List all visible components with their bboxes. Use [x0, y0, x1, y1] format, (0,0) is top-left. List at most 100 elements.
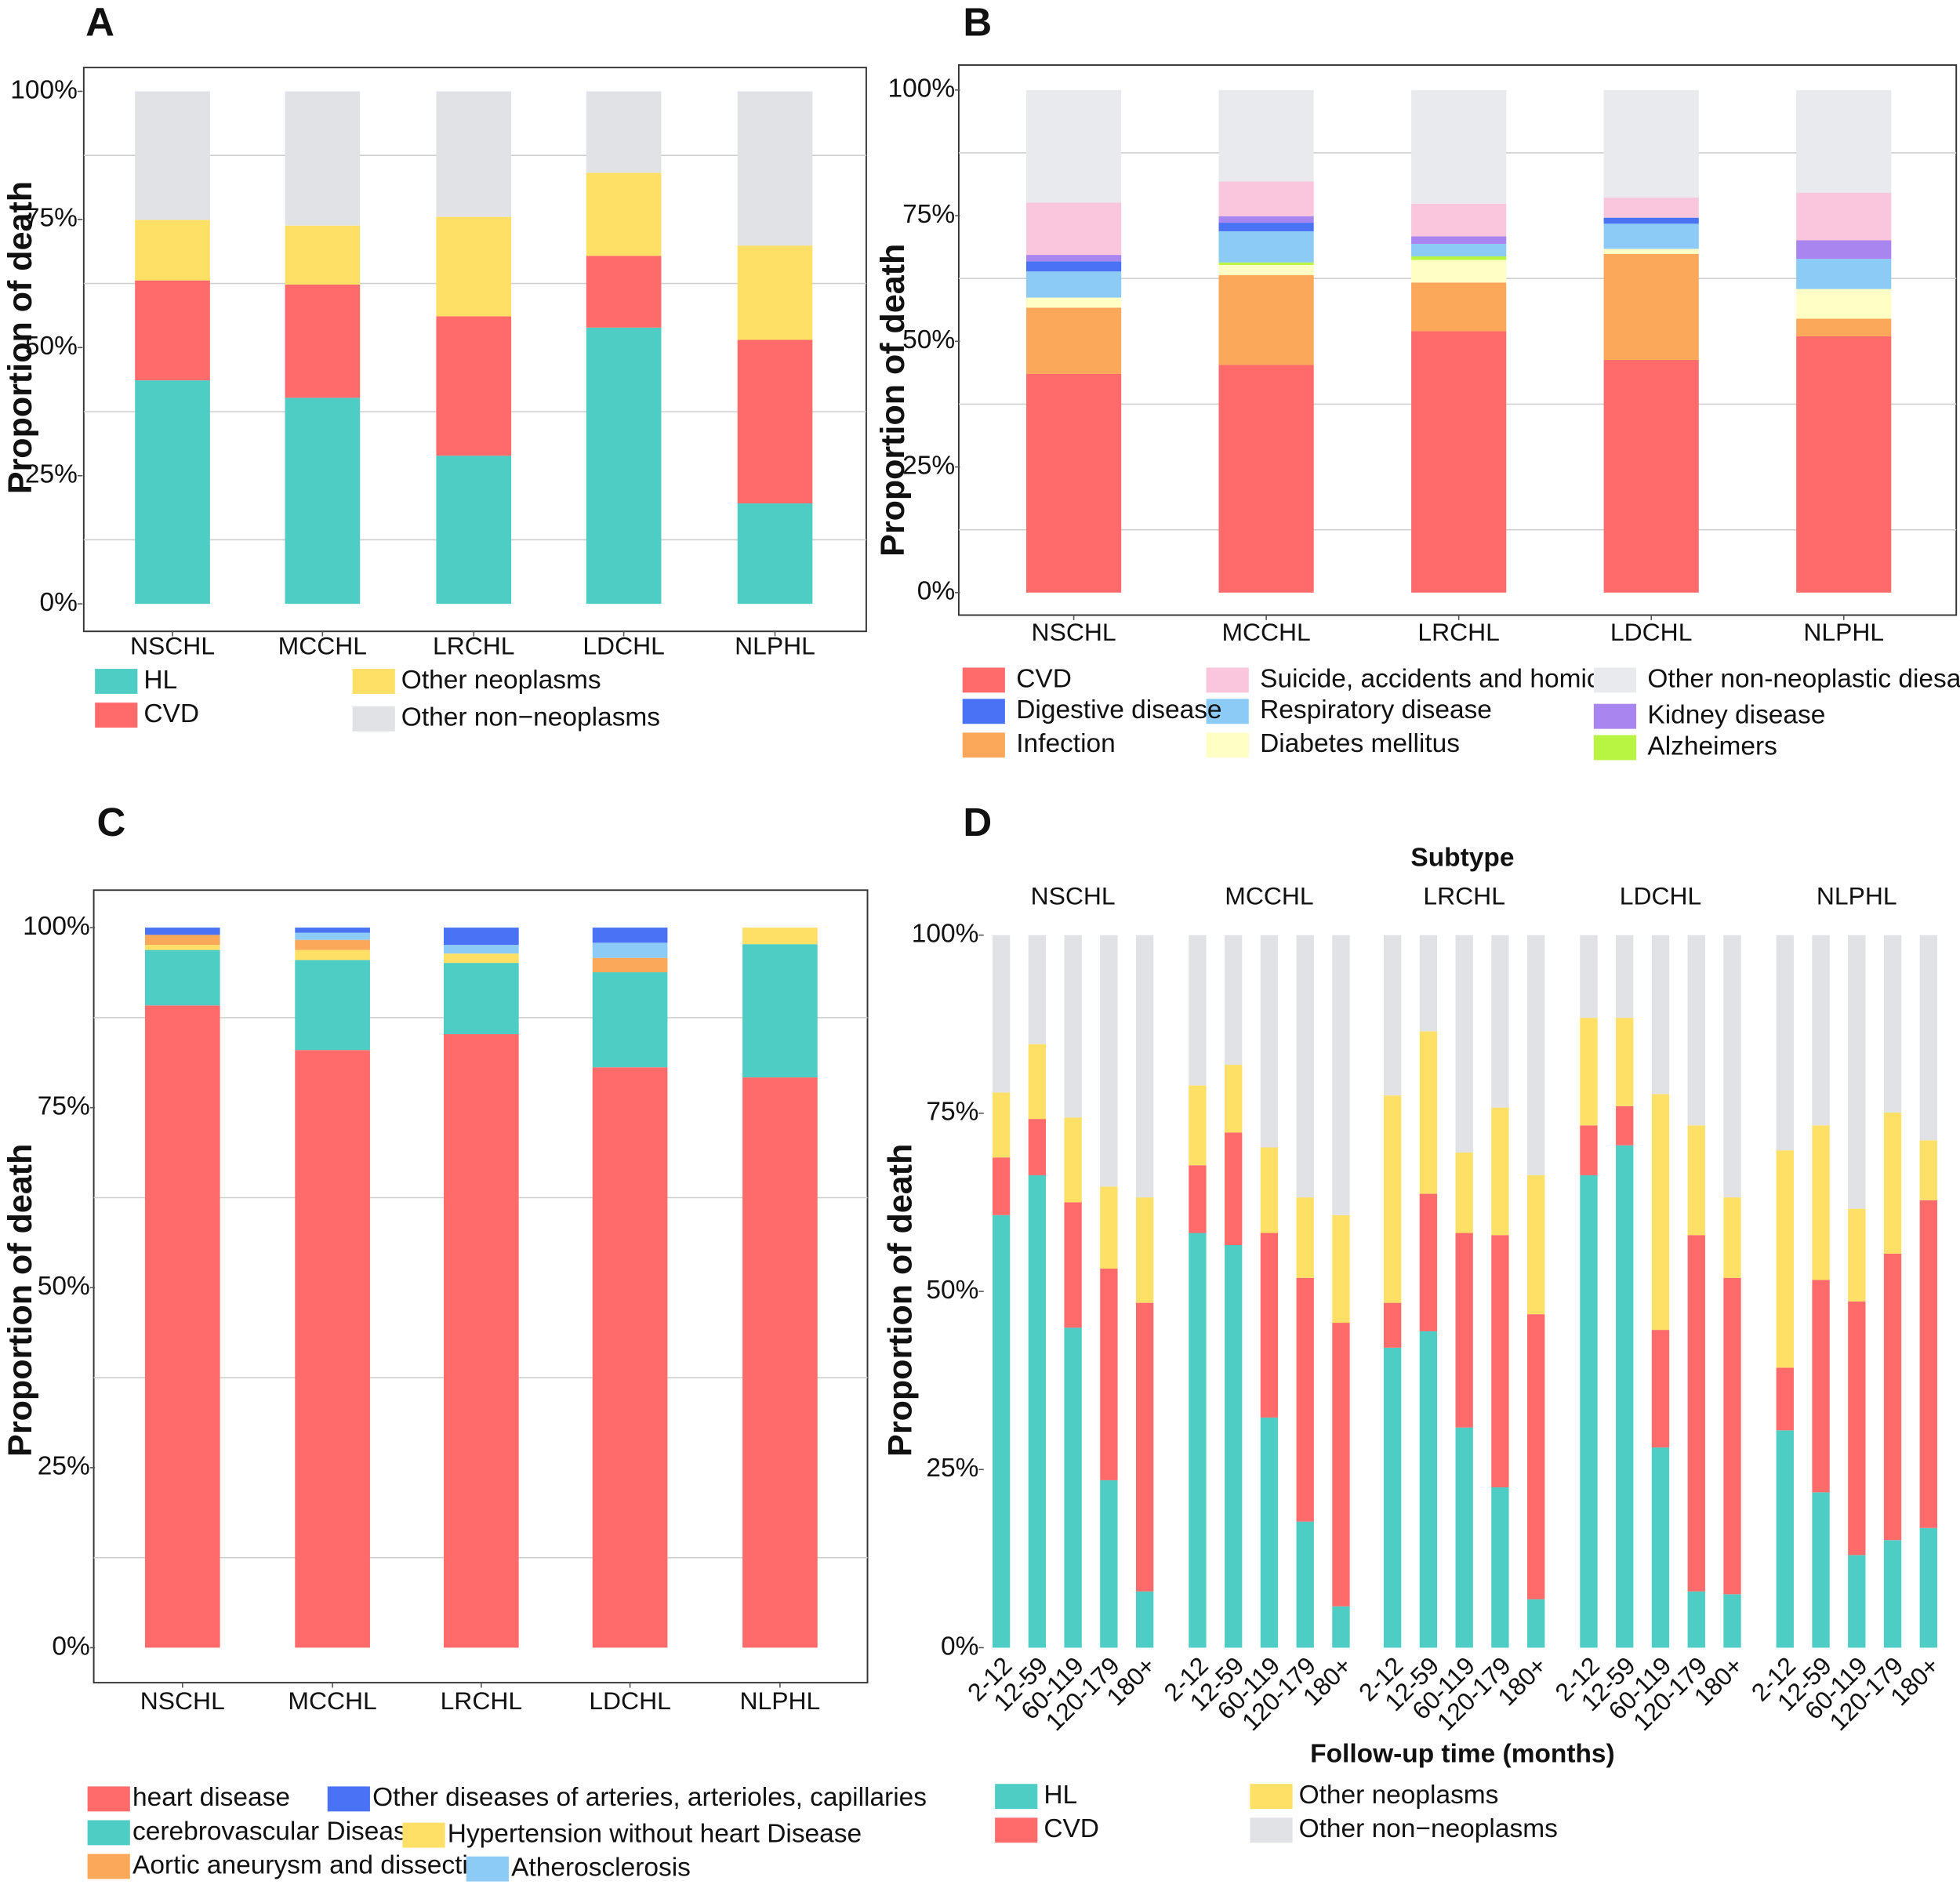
bar-segment	[1723, 935, 1741, 1198]
bar-segment	[1064, 1202, 1082, 1328]
y-tick-label: 50%	[38, 1272, 90, 1301]
bar-segment	[1332, 935, 1350, 1215]
facet-label: LRCHL	[1423, 881, 1505, 910]
bar-segment	[1064, 1117, 1082, 1203]
bar-segment	[1260, 935, 1279, 1148]
y-tick-label: 0%	[917, 577, 955, 606]
bar-segment	[1455, 1233, 1473, 1428]
bar-segment	[1296, 1197, 1314, 1278]
bar-segment	[1883, 1540, 1902, 1648]
bar-segment	[592, 972, 668, 1068]
bar-segment	[436, 91, 512, 217]
bar-segment	[737, 339, 813, 504]
legend-swatch	[95, 703, 138, 728]
bar-segment	[1651, 935, 1670, 1095]
bar-segment	[1603, 249, 1699, 254]
bar-segment	[1411, 243, 1507, 257]
bar-segment	[444, 963, 519, 1035]
legend-swatch	[87, 1854, 130, 1879]
legend-swatch	[95, 669, 138, 694]
bar-segment	[295, 939, 370, 950]
plot-border	[957, 64, 1958, 616]
bar-segment	[444, 1034, 519, 1648]
legend-label: Infection	[1016, 729, 1116, 758]
x-tick-label: NSCHL	[140, 1687, 225, 1715]
y-tick-label: 25%	[926, 1454, 978, 1483]
bar-segment	[295, 928, 370, 933]
bar-segment	[1296, 1277, 1314, 1522]
bar-segment	[592, 942, 668, 958]
x-tick-label: MCCHL	[288, 1687, 376, 1715]
bar-segment	[1028, 1119, 1047, 1175]
bar-segment	[1064, 1327, 1082, 1648]
bar-segment	[1218, 89, 1314, 182]
y-tick-label: 75%	[902, 200, 955, 229]
bar-segment	[1616, 1145, 1634, 1648]
bar-segment	[992, 1215, 1011, 1648]
bar-segment	[1848, 1208, 1866, 1302]
bar-segment	[1419, 935, 1438, 1032]
y-tick-label: 25%	[38, 1452, 90, 1481]
y-tick-label: 50%	[25, 332, 78, 361]
bar-segment	[1796, 289, 1892, 319]
legend-swatch	[352, 669, 395, 694]
legend-label: Other non−neoplasms	[1299, 1814, 1558, 1843]
y-tick-label: 100%	[912, 920, 979, 949]
panel-label: A	[85, 0, 114, 44]
bar-segment	[1218, 216, 1314, 223]
bar-segment	[1651, 1330, 1670, 1448]
bar-segment	[1723, 1594, 1741, 1648]
bar-segment	[144, 935, 220, 946]
legend-swatch	[995, 1817, 1038, 1843]
bar-segment	[1411, 203, 1507, 237]
bar-segment	[436, 316, 512, 456]
bar-segment	[1411, 236, 1507, 244]
bar-segment	[1218, 274, 1314, 365]
legend-label: Digestive disease	[1016, 695, 1221, 724]
bar-segment	[1419, 1193, 1438, 1331]
bar-segment	[992, 935, 1011, 1093]
bar-segment	[1218, 231, 1314, 263]
bar-segment	[1883, 935, 1902, 1113]
legend-label: Respiratory disease	[1260, 695, 1492, 724]
legend-label: HL	[1044, 1781, 1077, 1810]
bar-segment	[1527, 1175, 1545, 1315]
legend-swatch	[87, 1786, 130, 1812]
bar-segment	[135, 220, 210, 281]
bar-segment	[1723, 1197, 1741, 1278]
bar-segment	[1025, 261, 1122, 272]
legend-label: Diabetes mellitus	[1260, 729, 1460, 758]
y-tick-label: 0%	[941, 1632, 978, 1661]
bar-segment	[1603, 253, 1699, 361]
legend-label: Aortic aneurysm and dissection	[132, 1850, 497, 1879]
bar-segment	[1796, 89, 1892, 193]
x-tick-label: LDCHL	[1610, 618, 1693, 646]
bar-segment	[444, 953, 519, 964]
bar-segment	[1883, 1253, 1902, 1541]
bar-segment	[1383, 1302, 1402, 1348]
bar-segment	[1260, 1417, 1279, 1648]
y-tick-label: 75%	[25, 204, 78, 233]
x-tick-label: MCCHL	[1221, 618, 1310, 646]
legend-label: Other diseases of arteries, arterioles, …	[372, 1783, 927, 1812]
bar-segment	[1580, 1018, 1598, 1126]
bar-segment	[285, 398, 361, 605]
bar-segment	[1260, 1233, 1279, 1418]
bar-segment	[1603, 89, 1699, 198]
bar-segment	[1848, 935, 1866, 1209]
bar-segment	[1332, 1606, 1350, 1648]
legend-label: CVD	[143, 699, 199, 728]
facet-label: NSCHL	[1031, 881, 1116, 910]
legend-label: Other neoplasms	[401, 666, 601, 695]
bar-segment	[1296, 1521, 1314, 1648]
bar-segment	[1603, 223, 1699, 249]
bar-segment	[1411, 260, 1507, 283]
bar-segment	[436, 216, 512, 317]
bar-segment	[1025, 373, 1122, 593]
panel-label: C	[96, 800, 125, 844]
bar-segment	[1135, 1197, 1154, 1303]
legend-swatch	[995, 1784, 1038, 1810]
bar-segment	[1189, 1165, 1207, 1233]
bar-segment	[1580, 1175, 1598, 1648]
bar-segment	[1025, 89, 1122, 203]
